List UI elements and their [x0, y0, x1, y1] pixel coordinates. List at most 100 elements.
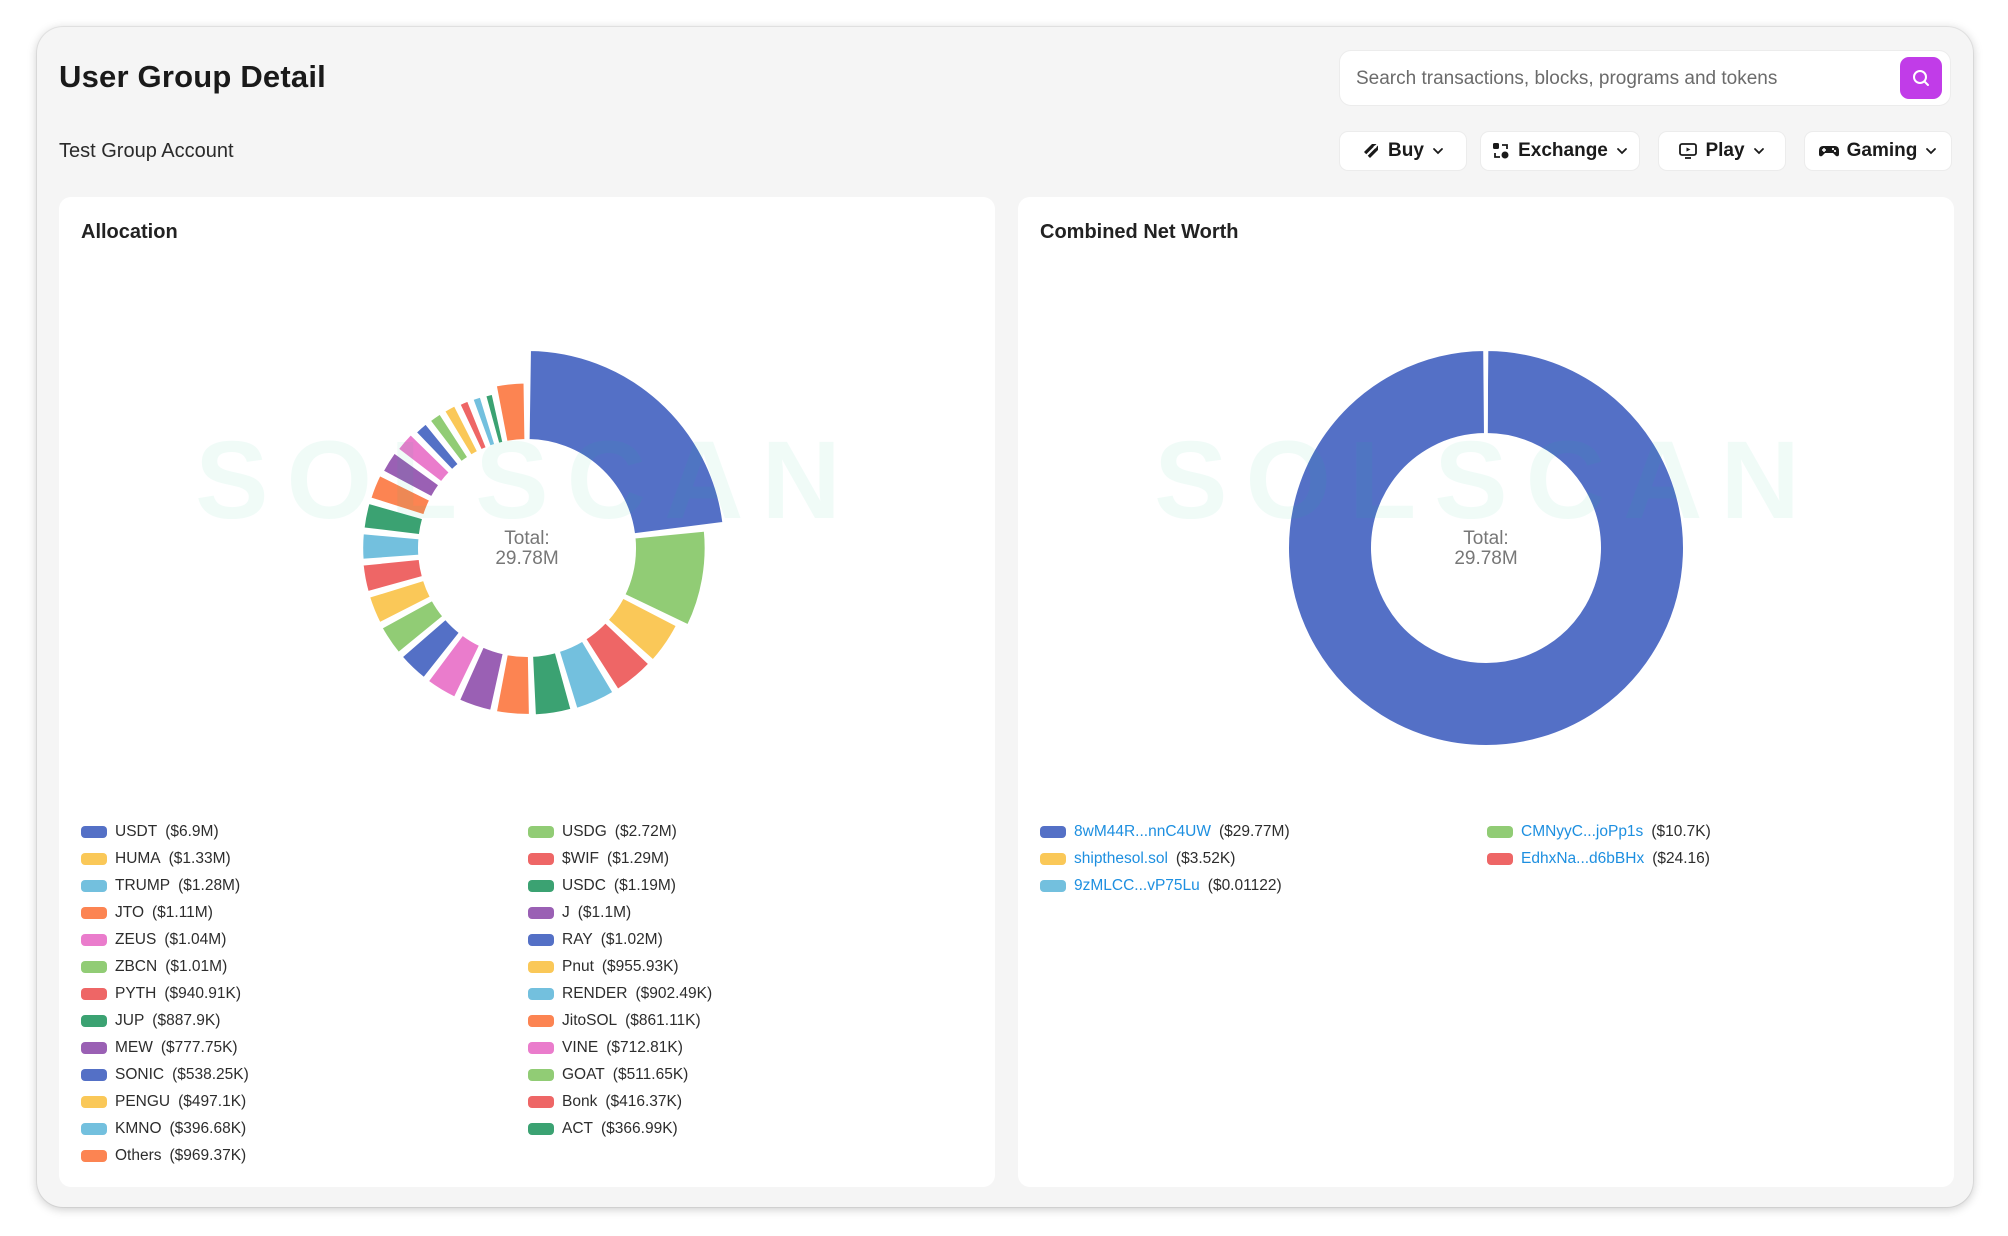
pie-slice-jitosol[interactable]	[369, 474, 432, 517]
legend-item-usdg[interactable]: USDG ($2.72M)	[528, 818, 975, 845]
pie-slice-goat[interactable]	[428, 412, 470, 464]
pie-slice-j[interactable]	[458, 645, 505, 712]
legend-wallet-link[interactable]: 8wM44R...nnC4UW	[1074, 822, 1211, 840]
legend-item-cmnyyc-jopp1s[interactable]: CMNyyC...joPp1s ($10.7K)	[1487, 818, 1934, 845]
legend-item-jto[interactable]: JTO ($1.11M)	[81, 899, 528, 926]
pie-slice-sonic[interactable]	[414, 422, 460, 472]
pie-slice-vine[interactable]	[396, 433, 451, 484]
pie-slice-others[interactable]	[494, 381, 527, 443]
legend-swatch	[528, 960, 554, 973]
legend-item-8wm44r-nnc4uw[interactable]: 8wM44R...nnC4UW ($29.77M)	[1040, 818, 1487, 845]
play-dropdown-button[interactable]: Play	[1658, 131, 1786, 171]
search-box[interactable]	[1339, 50, 1951, 107]
donut-total-value: 29.78M	[495, 548, 558, 569]
legend-item-zbcn[interactable]: ZBCN ($1.01M)	[81, 953, 528, 980]
legend-swatch	[81, 933, 107, 946]
legend-token-name: TRUMP	[115, 876, 171, 894]
legend-item-others[interactable]: Others ($969.37K)	[81, 1142, 528, 1169]
legend-item-vine[interactable]: VINE ($712.81K)	[528, 1034, 975, 1061]
pie-slice-usdt[interactable]	[527, 349, 725, 536]
pie-slice-ray[interactable]	[400, 617, 461, 680]
legend-value: ($10.7K)	[1651, 822, 1711, 840]
legend-value: ($1.28M)	[178, 876, 241, 894]
legend-value: ($538.25K)	[172, 1065, 249, 1083]
pie-slice-jto[interactable]	[494, 653, 531, 716]
pie-slice-zeus[interactable]	[426, 633, 482, 699]
gamepad-icon	[1818, 146, 1839, 157]
pie-slice-zbcn[interactable]	[380, 598, 445, 655]
legend-token-name: USDG	[562, 822, 607, 840]
legend-item-wif[interactable]: $WIF ($1.29M)	[528, 845, 975, 872]
legend-swatch	[1040, 852, 1066, 865]
legend-item-j[interactable]: J ($1.1M)	[528, 899, 975, 926]
legend-value: ($940.91K)	[164, 984, 242, 1002]
legend-swatch	[528, 825, 554, 838]
pie-slice-pnut[interactable]	[368, 578, 432, 625]
pie-slice-wif[interactable]	[584, 621, 651, 691]
gaming-label: Gaming	[1846, 140, 1918, 161]
legend-item-render[interactable]: RENDER ($902.49K)	[528, 980, 975, 1007]
legend-item-act[interactable]: ACT ($366.99K)	[528, 1115, 975, 1142]
legend-swatch	[528, 852, 554, 865]
pie-slice-usdc[interactable]	[531, 651, 573, 717]
legend-item-jitosol[interactable]: JitoSOL ($861.11K)	[528, 1007, 975, 1034]
buy-dropdown-button[interactable]: Buy	[1339, 131, 1467, 171]
legend-item-jup[interactable]: JUP ($887.9K)	[81, 1007, 528, 1034]
chevron-down-icon	[1616, 148, 1627, 155]
legend-item-goat[interactable]: GOAT ($511.65K)	[528, 1061, 975, 1088]
legend-wallet-link[interactable]: shipthesol.sol	[1074, 849, 1168, 867]
legend-token-name: PYTH	[115, 984, 157, 1002]
legend-item-pengu[interactable]: PENGU ($497.1K)	[81, 1088, 528, 1115]
legend-token-name: $WIF	[562, 849, 600, 867]
legend-item-usdt[interactable]: USDT ($6.9M)	[81, 818, 528, 845]
legend-item-shipthesol-sol[interactable]: shipthesol.sol ($3.52K)	[1040, 845, 1487, 872]
pie-slice-pengu[interactable]	[443, 404, 480, 457]
gaming-dropdown-button[interactable]: Gaming	[1804, 131, 1952, 171]
search-button[interactable]	[1900, 57, 1942, 99]
pie-slice-trump[interactable]	[557, 639, 615, 710]
pie-slice-jup[interactable]	[362, 501, 425, 537]
pie-slice-pyth[interactable]	[361, 557, 424, 594]
legend-wallet-link[interactable]: EdhxNa...d6bBHx	[1521, 849, 1645, 867]
exchange-dropdown-button[interactable]: Exchange	[1480, 131, 1640, 171]
legend-value: ($1.02M)	[600, 930, 663, 948]
pie-slice-mew[interactable]	[381, 451, 441, 499]
pie-slice-bonk[interactable]	[458, 399, 488, 452]
legend-item-usdc[interactable]: USDC ($1.19M)	[528, 872, 975, 899]
legend-item-9zmlcc-vp75lu[interactable]: 9zMLCC...vP75Lu ($0.01122)	[1040, 872, 1487, 899]
allocation-chart-area: SOLSCAN Total: 29.78M	[59, 277, 995, 797]
play-label: Play	[1705, 140, 1745, 161]
donut-total-label: Total:	[504, 528, 549, 549]
legend-item-ray[interactable]: RAY ($1.02M)	[528, 926, 975, 953]
exchange-label: Exchange	[1518, 140, 1608, 161]
pie-slice-act[interactable]	[484, 392, 505, 445]
pie-slice-shipthesol-sol[interactable]	[1485, 349, 1489, 436]
legend-item-zeus[interactable]: ZEUS ($1.04M)	[81, 926, 528, 953]
legend-swatch	[528, 933, 554, 946]
legend-value: ($955.93K)	[601, 957, 679, 975]
legend-token-name: HUMA	[115, 849, 161, 867]
legend-token-name: SONIC	[115, 1065, 165, 1083]
legend-item-trump[interactable]: TRUMP ($1.28M)	[81, 872, 528, 899]
pie-slice-huma[interactable]	[606, 596, 678, 662]
pie-slice-kmno[interactable]	[471, 395, 497, 448]
legend-swatch	[81, 1149, 107, 1162]
legend-item-pnut[interactable]: Pnut ($955.93K)	[528, 953, 975, 980]
legend-token-name: ZEUS	[115, 930, 157, 948]
pie-slice-usdg[interactable]	[623, 529, 707, 627]
legend-wallet-link[interactable]: 9zMLCC...vP75Lu	[1074, 876, 1200, 894]
legend-item-mew[interactable]: MEW ($777.75K)	[81, 1034, 528, 1061]
page-title: User Group Detail	[59, 59, 326, 94]
pie-slice-render[interactable]	[361, 532, 421, 561]
legend-item-kmno[interactable]: KMNO ($396.68K)	[81, 1115, 528, 1142]
legend-swatch	[81, 1014, 107, 1027]
pie-slice-8wm44r-nnc4uw[interactable]	[1287, 349, 1685, 747]
legend-item-edhxna-d6bbhx[interactable]: EdhxNa...d6bBHx ($24.16)	[1487, 845, 1934, 872]
legend-token-name: PENGU	[115, 1092, 171, 1110]
legend-item-huma[interactable]: HUMA ($1.33M)	[81, 845, 528, 872]
search-input[interactable]	[1354, 51, 1878, 107]
legend-item-pyth[interactable]: PYTH ($940.91K)	[81, 980, 528, 1007]
legend-wallet-link[interactable]: CMNyyC...joPp1s	[1521, 822, 1644, 840]
legend-item-bonk[interactable]: Bonk ($416.37K)	[528, 1088, 975, 1115]
legend-item-sonic[interactable]: SONIC ($538.25K)	[81, 1061, 528, 1088]
